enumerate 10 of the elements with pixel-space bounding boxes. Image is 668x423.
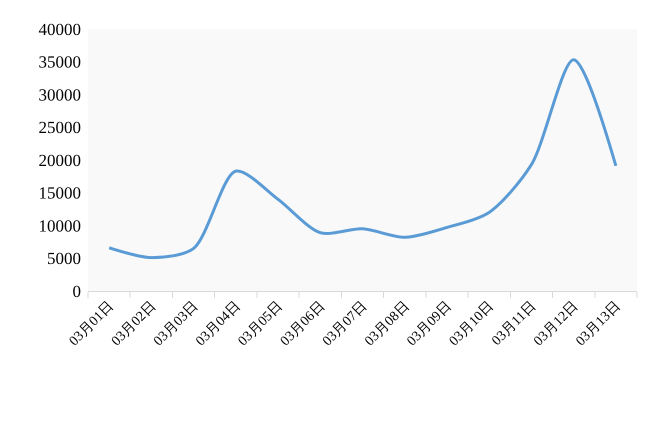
y-tick-label: 20000 [38, 150, 81, 170]
y-tick-label: 10000 [38, 216, 81, 236]
y-tick-label: 35000 [38, 52, 81, 72]
line-series [108, 58, 618, 260]
y-tick-label: 40000 [38, 20, 81, 39]
y-tick-label: 15000 [38, 184, 81, 203]
y-tick-label: 30000 [38, 85, 81, 104]
y-tick-label: 0 [72, 282, 81, 301]
y-tick-label: 25000 [38, 118, 81, 138]
y-tick-label: 5000 [47, 249, 81, 268]
